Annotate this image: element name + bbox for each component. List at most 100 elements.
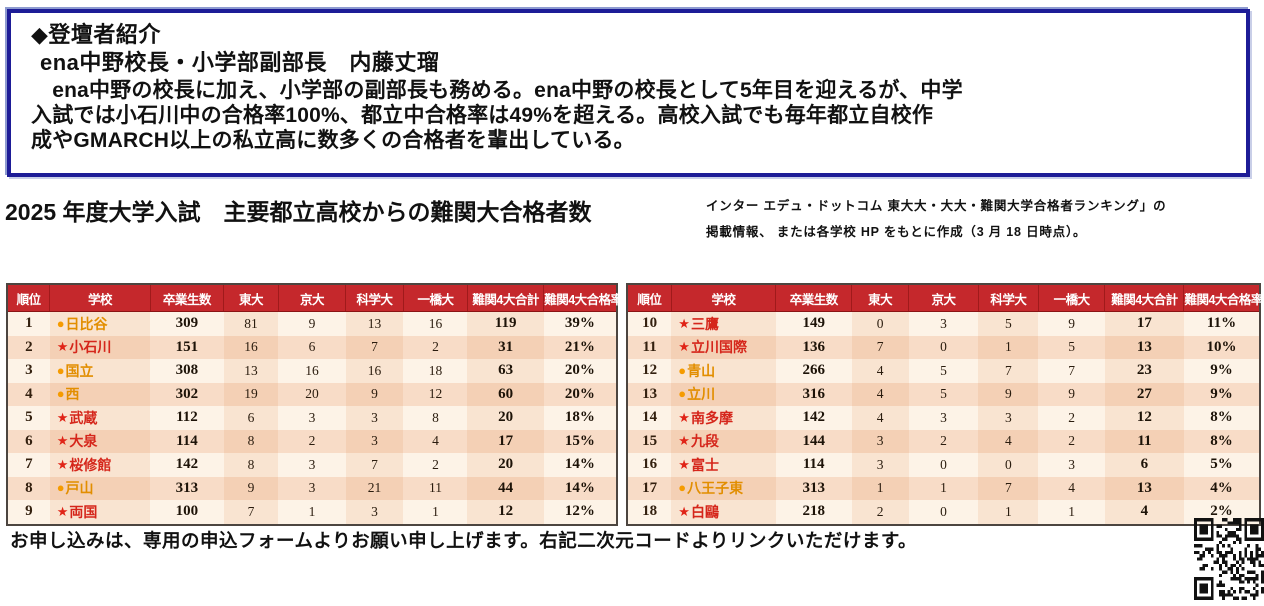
column-header: 難関4大合計 — [1104, 284, 1184, 312]
school-cell: ●青山 — [671, 359, 776, 383]
star-marker-icon: ★ — [56, 503, 69, 519]
value-cell: 309 — [150, 311, 224, 336]
circle-marker-icon: ● — [678, 362, 687, 378]
value-cell: 17 — [467, 429, 544, 453]
value-cell: 9% — [1183, 359, 1260, 383]
value-cell: 3 — [1038, 453, 1105, 477]
table-row: 1 ●日比谷 309 81 9 13 16 119 39% — [7, 311, 617, 336]
school-name: 九段 — [690, 433, 719, 450]
value-cell: 0 — [978, 453, 1039, 477]
value-cell: 9 — [223, 476, 279, 500]
value-cell: 3 — [908, 406, 979, 430]
column-header: 難関4大合計 — [466, 284, 544, 312]
rank-cell: 6 — [7, 429, 50, 453]
value-cell: 21 — [345, 476, 404, 500]
rank-cell: 3 — [7, 359, 50, 383]
school-name: 両国 — [69, 503, 98, 520]
school-name: 青山 — [687, 362, 716, 379]
star-marker-icon: ★ — [678, 409, 690, 425]
value-cell: 7 — [1038, 359, 1105, 383]
school-cell: ★大泉 — [49, 429, 151, 453]
circle-marker-icon: ● — [56, 362, 65, 378]
value-cell: 142 — [775, 406, 852, 430]
value-cell: 308 — [150, 359, 224, 383]
value-cell: 12 — [403, 382, 468, 406]
value-cell: 12% — [543, 500, 617, 525]
value-cell: 13 — [223, 359, 279, 383]
school-cell: ★九段 — [671, 429, 776, 453]
value-cell: 3 — [851, 453, 909, 477]
star-marker-icon: ★ — [56, 339, 69, 355]
table-row: 8 ●戸山 313 9 3 21 11 44 14% — [7, 476, 617, 500]
school-name: 大泉 — [69, 433, 98, 450]
school-name: 八王子東 — [687, 480, 744, 497]
table-row: 18 ★白鷗 218 2 0 1 1 4 2% — [627, 500, 1260, 525]
value-cell: 6 — [278, 335, 346, 359]
speaker-intro-box: ◆登壇者紹介 ena中野校長・小学部副部長 内藤丈瑠 ena中野の校長に加え、小… — [7, 9, 1250, 177]
rank-cell: 2 — [7, 335, 50, 359]
circle-marker-icon: ● — [678, 386, 687, 402]
column-header: 一橋大 — [1037, 284, 1105, 312]
school-name: 桜修館 — [69, 456, 112, 473]
value-cell: 11 — [403, 476, 468, 500]
value-cell: 1 — [978, 335, 1039, 359]
value-cell: 5 — [1038, 335, 1105, 359]
value-cell: 4 — [851, 406, 909, 430]
source-note: インター エデュ・ドットコム 東大大・大大・難関大学合格者ランキング」の 掲載情… — [706, 193, 1264, 245]
rank-cell: 17 — [627, 476, 672, 500]
rank-cell: 7 — [7, 453, 50, 477]
value-cell: 7 — [978, 476, 1039, 500]
value-cell: 14% — [543, 476, 617, 500]
speaker-intro-heading: ◆登壇者紹介 — [31, 22, 161, 47]
value-cell: 3 — [345, 500, 404, 525]
value-cell: 142 — [150, 453, 224, 477]
value-cell: 2 — [851, 500, 909, 525]
school-cell: ●戸山 — [49, 476, 151, 500]
header-row: 順位 学校 卒業生数 東大 京大 科学大 一橋大 難関4大合計 難関4大合格率 — [7, 284, 623, 312]
value-cell: 316 — [775, 382, 852, 406]
value-cell: 60 — [467, 382, 544, 406]
value-cell: 313 — [150, 476, 224, 500]
value-cell: 1 — [978, 500, 1039, 525]
rank-cell: 1 — [7, 311, 50, 336]
star-marker-icon: ★ — [678, 315, 690, 331]
school-cell: ●西 — [49, 382, 151, 406]
value-cell: 4 — [851, 382, 909, 406]
school-cell: ★武蔵 — [49, 406, 151, 430]
value-cell: 2 — [403, 335, 468, 359]
rank-cell: 9 — [7, 500, 50, 525]
column-header: 学校 — [49, 284, 151, 312]
column-header: 卒業生数 — [775, 284, 852, 312]
value-cell: 16 — [345, 359, 404, 383]
value-cell: 0 — [908, 453, 979, 477]
star-marker-icon: ★ — [678, 433, 690, 449]
rank-cell: 12 — [627, 359, 672, 383]
value-cell: 63 — [467, 359, 544, 383]
value-cell: 31 — [467, 335, 544, 359]
school-cell: ●日比谷 — [49, 311, 151, 336]
value-cell: 114 — [775, 453, 852, 477]
column-header: 京大 — [277, 284, 346, 312]
value-cell: 8% — [1183, 406, 1260, 430]
speaker-bio-line: 成やGMARCH以上の私立高に数多くの合格者を輩出している。 — [31, 129, 635, 152]
value-cell: 8 — [223, 429, 279, 453]
value-cell: 21% — [543, 335, 617, 359]
value-cell: 1 — [908, 476, 979, 500]
value-cell: 119 — [467, 311, 544, 336]
value-cell: 6 — [223, 406, 279, 430]
value-cell: 5 — [908, 359, 979, 383]
school-cell: ●立川 — [671, 382, 776, 406]
value-cell: 3 — [978, 406, 1039, 430]
value-cell: 4 — [851, 359, 909, 383]
table-row: 5 ★武蔵 112 6 3 3 8 20 18% — [7, 406, 617, 430]
school-cell: ★立川国際 — [671, 335, 776, 359]
value-cell: 14% — [543, 453, 617, 477]
speaker-bio-line: 入試では小石川中の合格率100%、都立中合格率は49%を超える。高校入試でも毎年… — [31, 104, 934, 127]
school-name: 立川国際 — [690, 339, 747, 356]
value-cell: 16 — [403, 311, 468, 336]
value-cell: 16 — [278, 359, 346, 383]
table-row: 12 ●青山 266 4 5 7 7 23 9% — [627, 359, 1260, 383]
star-marker-icon: ★ — [56, 433, 69, 449]
column-header: 学校 — [670, 284, 776, 312]
